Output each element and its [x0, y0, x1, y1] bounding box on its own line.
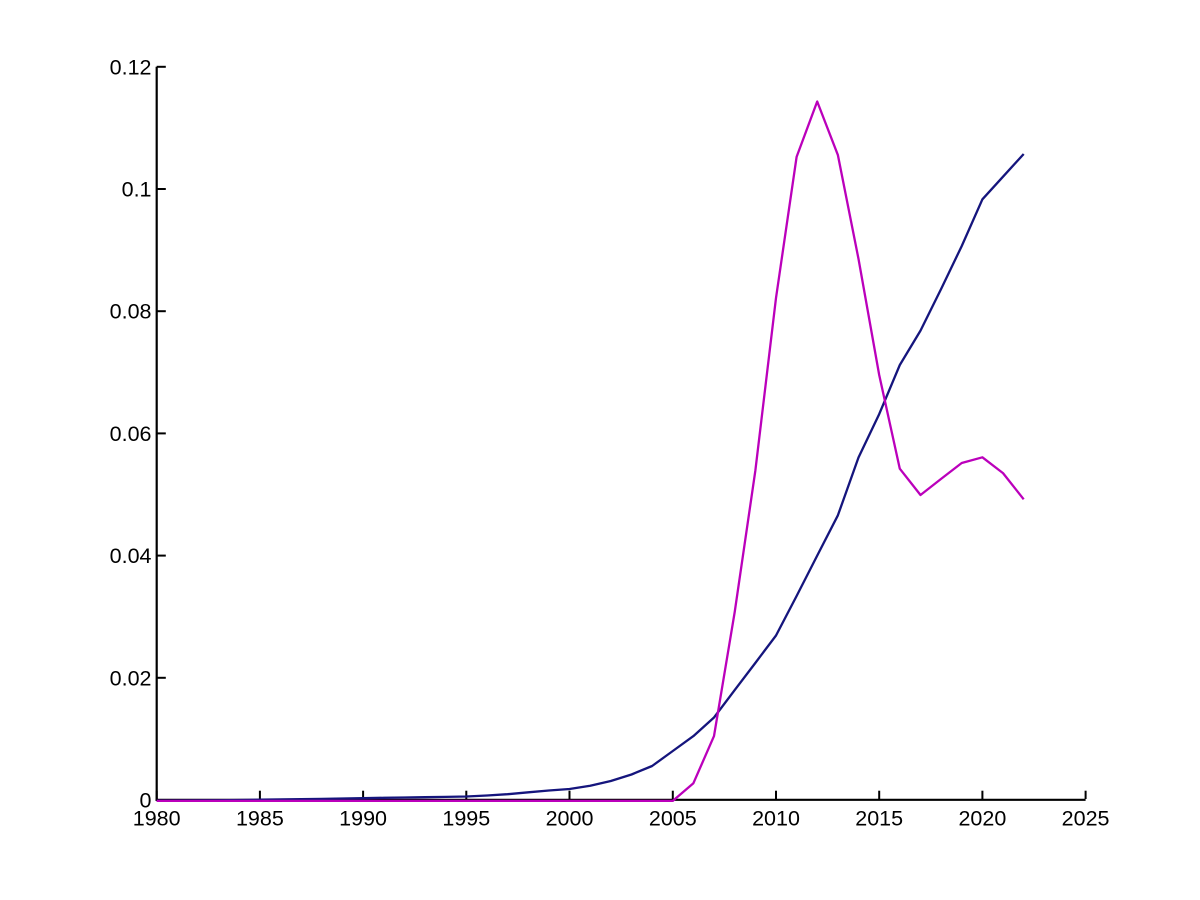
- svg-text:1985: 1985: [236, 807, 284, 831]
- svg-text:0.06: 0.06: [110, 422, 152, 446]
- svg-text:0.08: 0.08: [110, 300, 152, 324]
- svg-text:0.02: 0.02: [110, 666, 152, 690]
- svg-text:0.1: 0.1: [122, 178, 152, 202]
- svg-text:2000: 2000: [546, 807, 594, 831]
- svg-text:2020: 2020: [958, 807, 1006, 831]
- svg-text:1995: 1995: [442, 807, 490, 831]
- svg-text:0.12: 0.12: [110, 55, 152, 79]
- svg-text:0: 0: [140, 789, 152, 813]
- svg-text:2005: 2005: [649, 807, 697, 831]
- svg-text:2010: 2010: [752, 807, 800, 831]
- svg-text:1980: 1980: [133, 807, 181, 831]
- svg-text:1990: 1990: [339, 807, 387, 831]
- svg-text:2015: 2015: [855, 807, 903, 831]
- svg-text:0.04: 0.04: [110, 544, 152, 568]
- svg-text:2025: 2025: [1062, 807, 1110, 831]
